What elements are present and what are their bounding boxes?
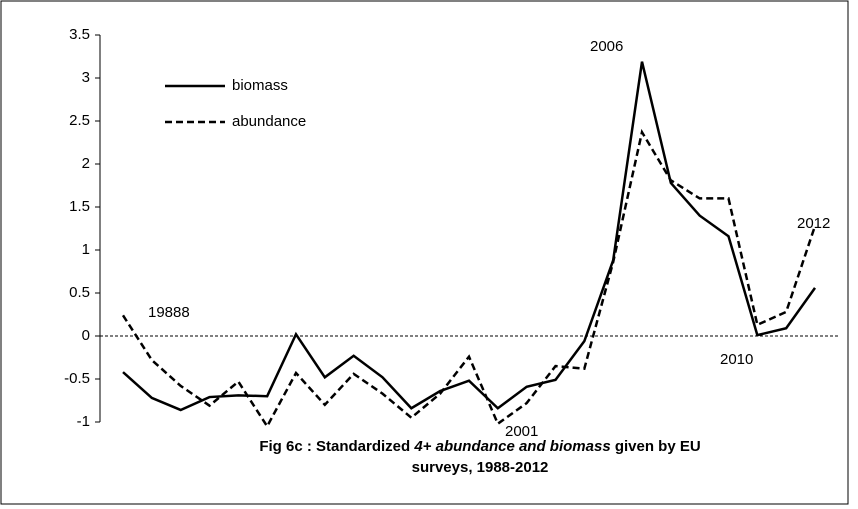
chart-title: surveys, 1988-2012 [412,459,549,476]
y-tick-label: 1.5 [69,198,90,215]
y-tick-label: 2 [82,155,90,172]
y-tick-label: -0.5 [64,370,90,387]
y-tick-label: 1 [82,241,90,258]
y-tick-label: 3.5 [69,26,90,43]
title-part: 4+ abundance and biomass [413,438,610,455]
annotation: 2001 [505,423,538,440]
y-tick-label: -1 [77,413,90,430]
series-line [121,128,817,429]
annotation: 2006 [590,38,623,55]
title-part: Fig 6c : Standardized [259,438,414,455]
chart-title: Fig 6c : Standardized 4+ abundance and b… [259,438,700,455]
series-line [122,61,817,412]
annotation: 2012 [797,215,830,232]
legend-label: biomass [232,77,288,94]
y-tick-label: 3 [82,69,90,86]
y-tick-label: 0.5 [69,284,90,301]
annotation: 19888 [148,304,190,321]
y-tick-label: 0 [82,327,90,344]
title-part: given by EU [611,438,701,455]
legend-label: abundance [232,113,306,130]
annotation: 2010 [720,351,753,368]
y-tick-label: 2.5 [69,112,90,129]
